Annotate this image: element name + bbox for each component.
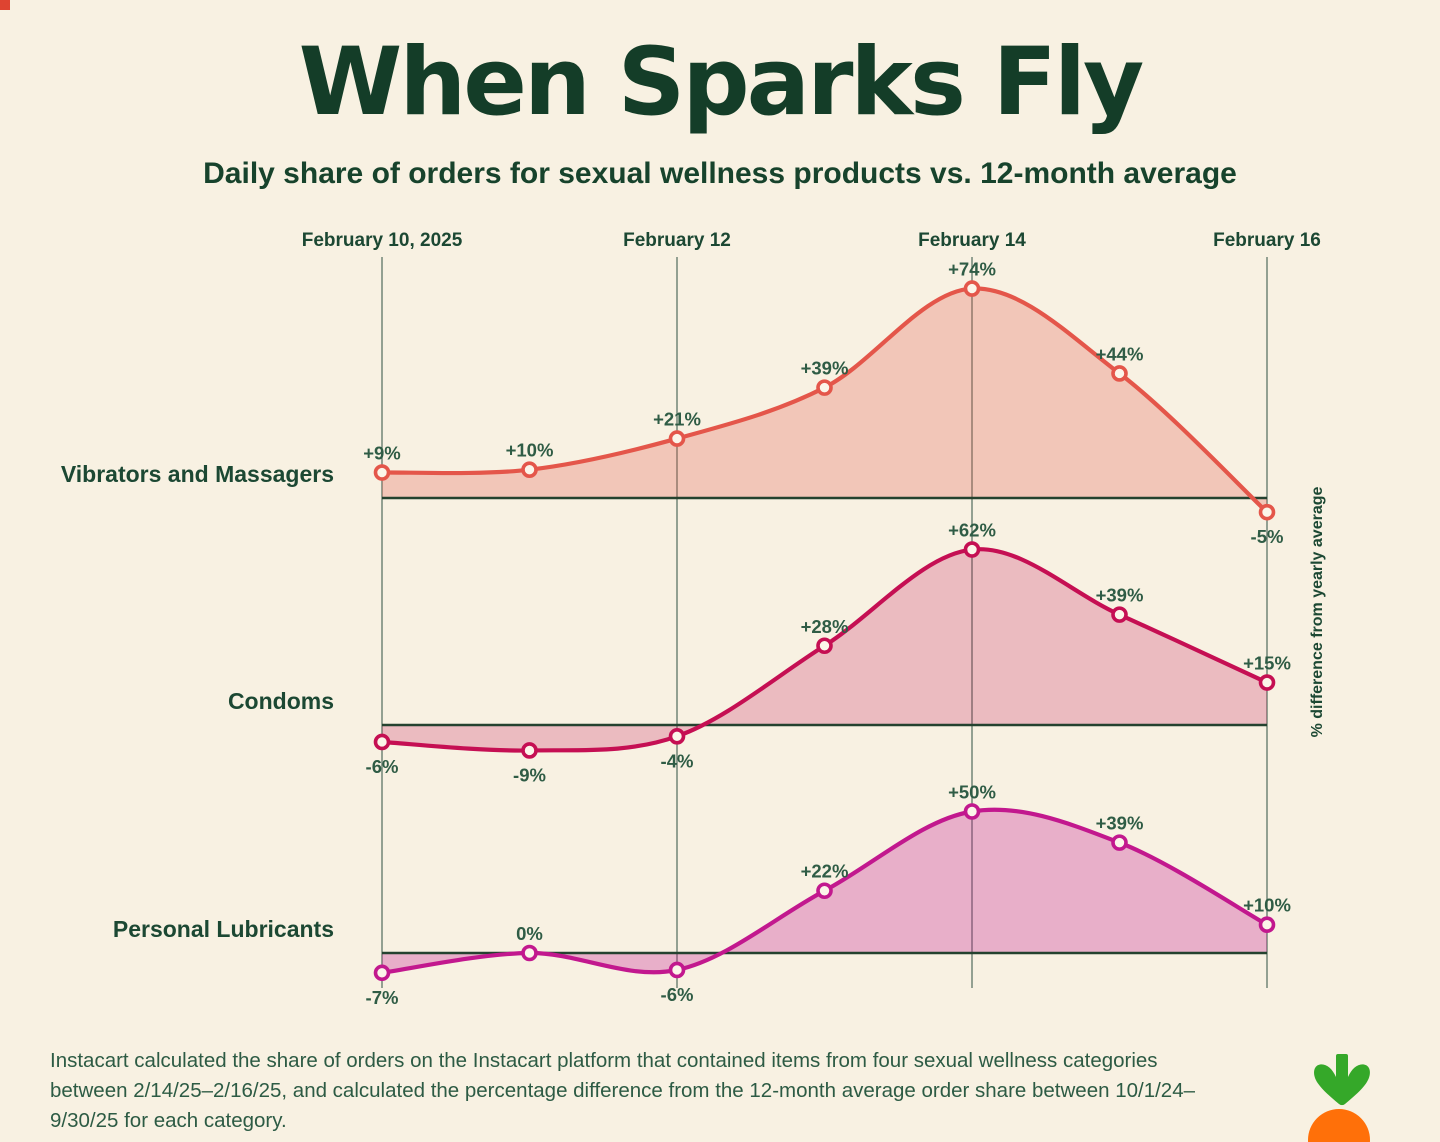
data-point-marker <box>1111 834 1128 851</box>
data-point-label: +21% <box>653 409 701 430</box>
corner-mark <box>0 0 10 10</box>
series-name-label: Vibrators and Massagers <box>61 461 334 487</box>
data-point-label: +22% <box>801 861 849 882</box>
data-point-label: +62% <box>948 520 996 541</box>
data-point-label: -7% <box>366 987 399 1008</box>
data-point-marker <box>668 728 686 745</box>
data-point-label: +9% <box>363 443 401 464</box>
data-point-marker <box>521 944 538 962</box>
data-point-marker <box>963 280 981 297</box>
data-point-label: +39% <box>801 358 849 379</box>
data-point-label: +10% <box>506 440 554 461</box>
data-point-marker <box>963 541 981 558</box>
series-name-label: Personal Lubricants <box>113 916 334 942</box>
data-point-marker <box>1111 606 1128 623</box>
data-point-marker <box>373 964 391 982</box>
data-point-marker <box>1258 674 1276 691</box>
data-point-label: +44% <box>1096 343 1144 364</box>
series-name-label: Condoms <box>228 688 334 714</box>
x-axis-tick-label: February 14 <box>918 230 1026 251</box>
page-title: When Sparks Fly <box>298 28 1145 137</box>
data-point-marker <box>521 742 538 759</box>
x-axis-tick-label: February 10, 2025 <box>302 230 463 251</box>
data-point-marker <box>816 637 833 655</box>
data-point-label: 0% <box>516 923 543 944</box>
data-point-label: +15% <box>1243 653 1291 674</box>
data-point-marker <box>816 379 833 396</box>
data-point-label: +39% <box>1096 585 1144 606</box>
data-point-label: +50% <box>948 782 996 803</box>
data-point-label: -5% <box>1251 526 1284 547</box>
methodology-note: Instacart calculated the share of orders… <box>50 1049 1196 1132</box>
y-axis-label: % difference from yearly average <box>1309 487 1326 738</box>
data-point-marker <box>521 461 538 479</box>
instacart-carrot-logo <box>1308 1054 1370 1142</box>
data-point-marker <box>1258 916 1276 934</box>
carrot-leaf-icon <box>1314 1054 1370 1106</box>
data-point-label: +10% <box>1243 895 1291 916</box>
data-point-label: -6% <box>366 756 399 777</box>
carrot-body <box>1308 1109 1370 1142</box>
data-point-label: +28% <box>801 616 849 637</box>
data-point-label: +74% <box>948 259 996 280</box>
series-area <box>382 288 1267 513</box>
data-point-marker <box>1258 503 1276 521</box>
x-axis-tick-label: February 16 <box>1213 230 1321 251</box>
data-point-label: -4% <box>661 750 694 771</box>
page-subtitle: Daily share of orders for sexual wellnes… <box>203 157 1237 190</box>
data-point-marker <box>1111 365 1128 382</box>
data-point-label: -6% <box>661 984 694 1005</box>
data-point-marker <box>963 803 981 820</box>
data-point-label: +39% <box>1096 813 1144 834</box>
x-axis-tick-label: February 12 <box>623 230 731 251</box>
data-point-marker <box>668 430 686 447</box>
data-point-marker <box>816 882 833 900</box>
data-point-label: -9% <box>513 764 546 785</box>
data-point-marker <box>373 733 391 751</box>
data-point-marker <box>373 464 391 481</box>
data-point-marker <box>668 961 686 979</box>
